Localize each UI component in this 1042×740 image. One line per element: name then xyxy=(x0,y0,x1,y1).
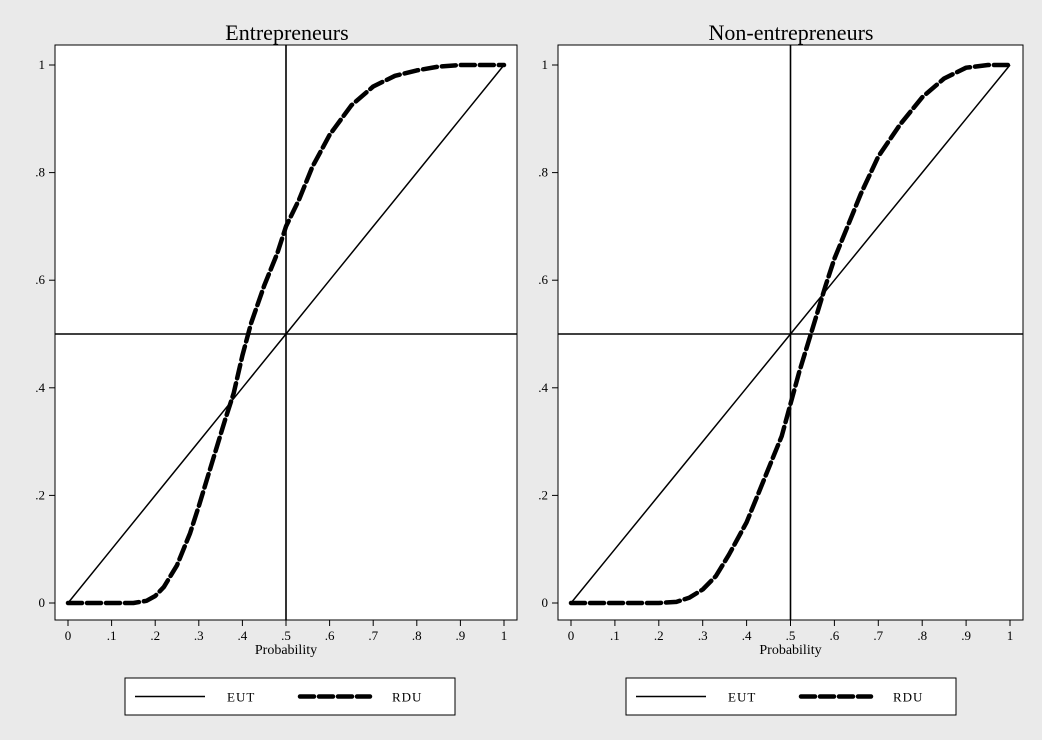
x-tick-label: .8 xyxy=(412,628,422,643)
x-tick-label: 1 xyxy=(1007,628,1014,643)
legend-label-rdu: RDU xyxy=(392,690,422,705)
y-tick-label: 0 xyxy=(39,595,46,610)
series-line-rdu xyxy=(65,62,507,606)
series-line-rdu xyxy=(568,62,1013,606)
y-tick-label: .2 xyxy=(538,487,548,502)
x-tick-label: .4 xyxy=(238,628,248,643)
x-tick-label: .3 xyxy=(194,628,204,643)
y-tick-label: .2 xyxy=(35,487,45,502)
y-tick-label: .4 xyxy=(538,380,548,395)
x-axis-title: Probability xyxy=(759,643,821,658)
y-tick-label: .8 xyxy=(538,165,548,180)
x-tick-label: .2 xyxy=(150,628,160,643)
legend-label-eut: EUT xyxy=(728,690,756,705)
x-tick-label: .1 xyxy=(107,628,117,643)
y-tick-label: 1 xyxy=(542,57,549,72)
x-tick-label: .6 xyxy=(325,628,335,643)
x-tick-label: .9 xyxy=(961,628,971,643)
y-tick-label: .6 xyxy=(35,272,45,287)
x-tick-label: .2 xyxy=(654,628,664,643)
x-tick-label: .4 xyxy=(742,628,752,643)
chart-title: Non-entrepreneurs xyxy=(709,20,874,45)
legend: EUT RDU xyxy=(124,677,456,716)
x-tick-label: .9 xyxy=(456,628,466,643)
legend-label-rdu: RDU xyxy=(893,690,923,705)
chart-title: Entrepreneurs xyxy=(225,20,348,45)
x-tick-label: 0 xyxy=(65,628,72,643)
y-tick-label: 0 xyxy=(542,595,549,610)
x-tick-label: .1 xyxy=(610,628,620,643)
y-tick-label: .6 xyxy=(538,272,548,287)
x-tick-label: .5 xyxy=(281,628,291,643)
y-tick-label: 1 xyxy=(39,57,46,72)
x-tick-label: .5 xyxy=(786,628,796,643)
x-tick-label: .6 xyxy=(830,628,840,643)
x-tick-label: .3 xyxy=(698,628,708,643)
x-tick-label: .8 xyxy=(917,628,927,643)
series-line-eut xyxy=(67,64,505,604)
y-tick-label: .4 xyxy=(35,380,45,395)
x-tick-label: .7 xyxy=(368,628,378,643)
legend-label-eut: EUT xyxy=(227,690,255,705)
x-tick-label: 1 xyxy=(501,628,508,643)
x-axis-title: Probability xyxy=(255,643,317,658)
x-tick-label: 0 xyxy=(568,628,575,643)
x-tick-label: .7 xyxy=(873,628,883,643)
panel-non-entrepreneurs: Non-entrepreneurs 0 .1 .2 .3 .4 .5 .6 .7 .8 .9 1 0 .2… xyxy=(538,20,1024,716)
y-tick-label: .8 xyxy=(35,165,45,180)
series-line-eut xyxy=(570,64,1011,604)
legend: EUT RDU xyxy=(625,677,957,716)
panel-entrepreneurs: Entrepreneurs 0 .1 .2 .3 .4 .5 .6 .7 .8 .9 1 0 .2 .4 .6… xyxy=(35,20,518,716)
